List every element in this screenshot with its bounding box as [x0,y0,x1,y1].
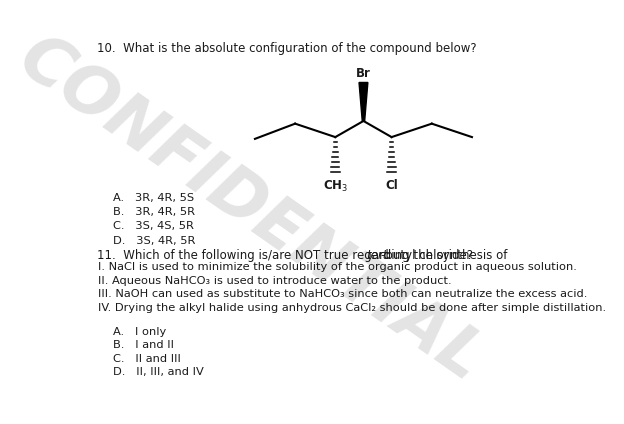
Text: A.   I only: A. I only [113,327,166,337]
Text: Cl: Cl [385,179,398,192]
Text: CH$_3$: CH$_3$ [323,179,348,194]
Text: D.   3S, 4R, 5R: D. 3S, 4R, 5R [113,236,195,245]
Text: -butyl chloride?: -butyl chloride? [381,249,473,262]
Text: C.   II and III: C. II and III [113,354,180,364]
Text: III. NaOH can used as substitute to NaHCO₃ since both can neutralize the excess : III. NaOH can used as substitute to NaHC… [98,289,588,299]
Text: B.   I and II: B. I and II [113,340,173,350]
Text: CONFIDENTIAL: CONFIDENTIAL [6,25,496,396]
Text: I. NaCl is used to minimize the solubility of the organic product in aqueous sol: I. NaCl is used to minimize the solubili… [98,262,577,273]
Text: Br: Br [356,67,371,80]
Text: A.   3R, 4R, 5S: A. 3R, 4R, 5S [113,192,194,203]
Text: II. Aqueous NaHCO₃ is used to introduce water to the product.: II. Aqueous NaHCO₃ is used to introduce … [98,276,452,286]
Text: B.   3R, 4R, 5R: B. 3R, 4R, 5R [113,207,195,217]
Text: 10.  What is the absolute configuration of the compound below?: 10. What is the absolute configuration o… [97,42,476,55]
Text: D.   II, III, and IV: D. II, III, and IV [113,367,203,377]
Text: 11.  Which of the following is/are NOT true regarding the synthesis of: 11. Which of the following is/are NOT tr… [97,249,510,262]
Text: C.   3S, 4S, 5R: C. 3S, 4S, 5R [113,221,193,231]
Text: tert: tert [366,249,388,262]
Text: IV. Drying the alkyl halide using anhydrous CaCl₂ should be done after simple di: IV. Drying the alkyl halide using anhydr… [98,303,607,313]
Polygon shape [359,83,368,121]
